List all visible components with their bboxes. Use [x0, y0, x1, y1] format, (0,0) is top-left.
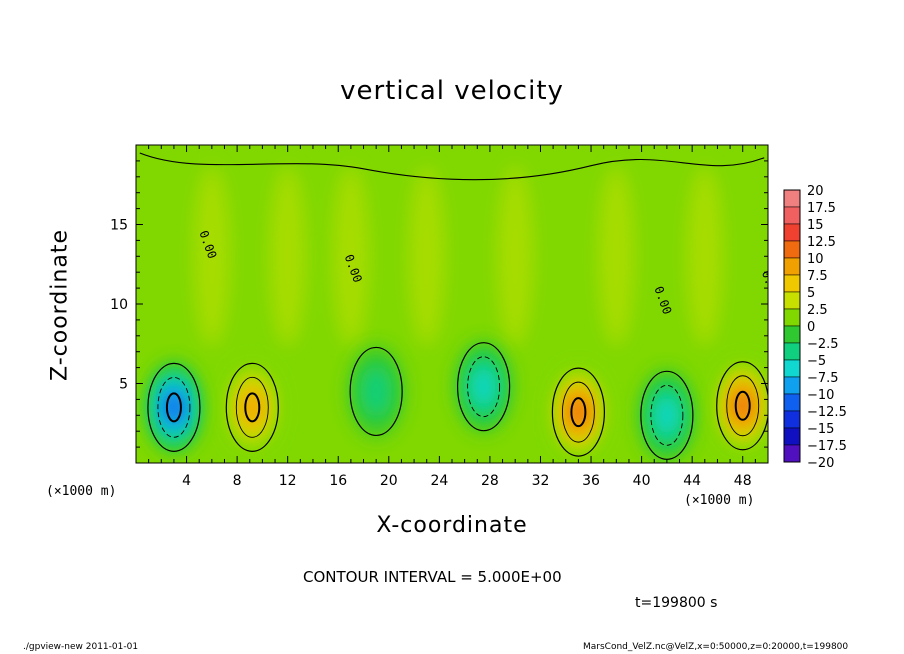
- x-tick-label: 20: [380, 473, 398, 489]
- colorbar-label: −2.5: [807, 337, 839, 352]
- colorbar-label: 7.5: [807, 269, 828, 284]
- x-tick-label: 4: [182, 473, 191, 489]
- colorbar-label: −17.5: [807, 439, 847, 454]
- colorbar-segment: [783, 206, 801, 225]
- x-tick-label: 32: [532, 473, 550, 489]
- colorbar-frame: [783, 189, 801, 463]
- colorbar-label: 17.5: [807, 201, 836, 216]
- x-tick-label: 12: [279, 473, 297, 489]
- colorbar-label: 5: [807, 286, 815, 301]
- y-axis-label: Z-coordinate: [47, 229, 73, 381]
- colorbar-segment: [783, 308, 801, 327]
- heatmap-band: [598, 166, 635, 347]
- x-unit-label-left: (×1000 m): [46, 484, 117, 499]
- heatmap-field: [136, 145, 768, 463]
- colorbar-segment: [783, 325, 801, 344]
- chart-title: vertical velocity: [340, 76, 564, 106]
- contour-five: [235, 376, 269, 438]
- colorbar: 20 17.5 15 12.5 10 7.5 5 2.5 0 −2.5 −5 −7.5 −10 −12.5…: [783, 184, 847, 471]
- colorbar-label: −5: [807, 354, 826, 369]
- colorbar-label: −20: [807, 456, 834, 471]
- colorbar-segment: [783, 189, 801, 208]
- x-tick-label: 28: [481, 473, 499, 489]
- footer-right-text: MarsCond_VelZ.nc@VelZ,x=0:50000,z=0:2000…: [583, 642, 849, 652]
- colorbar-label: −7.5: [807, 371, 839, 386]
- contour-five: [561, 381, 595, 443]
- heatmap-blob: [569, 398, 588, 427]
- colorbar-label: 20: [807, 184, 824, 199]
- colorbar-label: 0: [807, 320, 815, 335]
- colorbar-label: 2.5: [807, 303, 828, 318]
- x-tick-label: 8: [233, 473, 242, 489]
- contour-five: [650, 384, 684, 446]
- heatmap-blob: [360, 365, 393, 418]
- y-tick-label: 5: [119, 377, 128, 393]
- colorbar-label: 15: [807, 218, 824, 233]
- colorbar-label: −10: [807, 388, 834, 403]
- contour-five: [467, 356, 501, 418]
- contour-interval-label: CONTOUR INTERVAL = 5.000E+00: [303, 568, 562, 586]
- colorbar-label: 10: [807, 252, 824, 267]
- contour-upper: [139, 152, 765, 181]
- colorbar-segment: [783, 342, 801, 361]
- x-unit-label-right: (×1000 m): [684, 493, 755, 508]
- colorbar-segment: [783, 376, 801, 395]
- heatmap-band: [686, 166, 723, 347]
- x-tick-label: 40: [633, 473, 651, 489]
- x-tick-label: 16: [329, 473, 347, 489]
- contour-five: [726, 375, 760, 437]
- colorbar-segment: [783, 410, 801, 429]
- heatmap-blob: [165, 393, 183, 422]
- heatmap-blob: [654, 395, 679, 435]
- y-tick-label: 10: [110, 297, 128, 313]
- y-axis: 5 10 15: [110, 144, 768, 464]
- contour-ten: [570, 397, 587, 428]
- contour-ten: [165, 392, 182, 423]
- x-axis-label: X-coordinate: [376, 513, 528, 538]
- heatmap-band: [408, 166, 445, 347]
- colorbar-label: 12.5: [807, 235, 836, 250]
- heatmap-blob: [471, 367, 496, 407]
- heatmap-band: [193, 166, 230, 347]
- colorbar-segment: [783, 359, 801, 378]
- heatmap-band: [497, 166, 534, 347]
- colorbar-segment: [783, 427, 801, 446]
- contour-five: [157, 376, 191, 438]
- colorbar-label: −12.5: [807, 405, 847, 420]
- contour-zero: [147, 362, 201, 452]
- contour-label: 0.00: [759, 268, 782, 300]
- time-label: t=199800 s: [635, 595, 718, 611]
- x-tick-label: 24: [430, 473, 448, 489]
- x-axis: 4 8 12 16 20 24 28 32 36 40 44 48: [135, 145, 769, 489]
- colorbar-segment: [783, 223, 801, 242]
- x-tick-label: 48: [734, 473, 752, 489]
- x-tick-label: 44: [683, 473, 701, 489]
- x-tick-label: 36: [582, 473, 600, 489]
- contour-zero: [551, 367, 606, 457]
- contour-zero: [457, 342, 511, 432]
- colorbar-segment: [783, 240, 801, 259]
- colorbar-segment: [783, 444, 801, 463]
- y-tick-label: 15: [110, 218, 128, 234]
- heatmap-band: [269, 166, 306, 347]
- colorbar-label: −15: [807, 422, 834, 437]
- colorbar-segment: [783, 291, 801, 310]
- contour-zero: [225, 362, 279, 452]
- contour-zero: [349, 346, 403, 437]
- contour-ten: [244, 392, 261, 423]
- footer-left-text: ./gpview-new 2011-01-01: [23, 642, 139, 652]
- contour-zero: [716, 361, 768, 451]
- colorbar-segment: [783, 393, 801, 412]
- colorbar-segment: [783, 274, 801, 293]
- contour-ten: [734, 390, 751, 421]
- heatmap-blob: [733, 391, 752, 420]
- colorbar-segment: [783, 257, 801, 276]
- heatmap-band: [332, 166, 369, 347]
